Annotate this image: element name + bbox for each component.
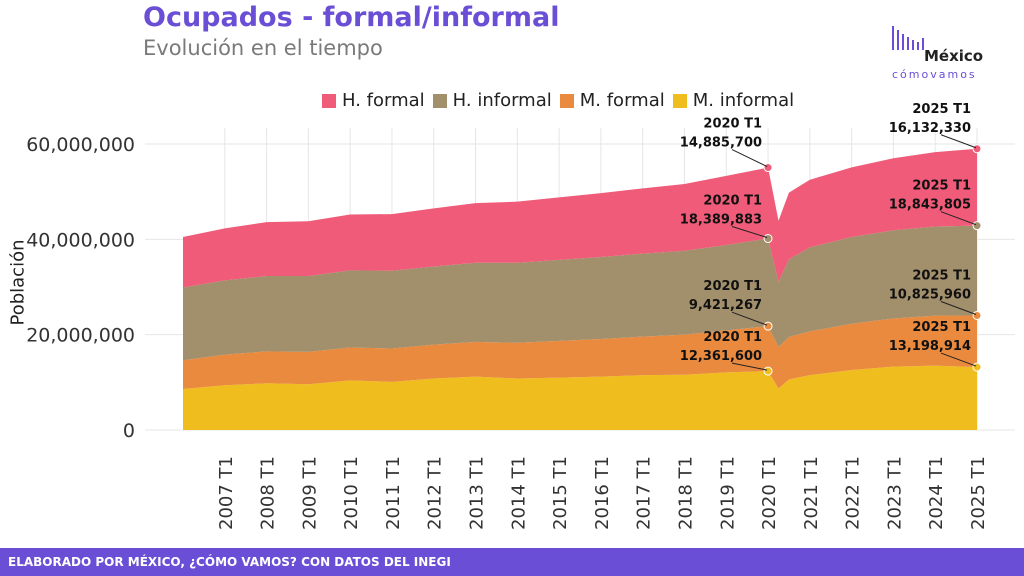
y-tick-label: 40,000,000 <box>26 229 135 251</box>
chart-subtitle: Evolución en el tiempo <box>143 36 383 60</box>
legend-label: H. informal <box>452 90 552 111</box>
logo-name: México <box>924 47 984 65</box>
annotation-period: 2025 T1 <box>912 179 971 194</box>
legend-item-h-informal: H. informal <box>432 90 552 111</box>
annotation-point <box>972 144 982 154</box>
annotation-period: 2025 T1 <box>912 320 971 335</box>
annotation-value: 18,843,805 <box>889 198 971 213</box>
annotation-leader <box>940 352 977 367</box>
chart-legend: H. formal H. informal M. formal M. infor… <box>322 90 802 111</box>
x-tick-label: 2016 T1 <box>592 456 613 530</box>
footer-bar: ELABORADO POR MÉXICO, ¿CÓMO VAMOS? CON D… <box>0 548 1024 576</box>
mexico-como-vamos-logo: México cómovamos <box>890 24 1000 84</box>
annotation-period: 2025 T1 <box>912 102 971 117</box>
annotation-leader <box>940 211 977 226</box>
annotation-value: 13,198,914 <box>889 339 971 354</box>
x-tick-label: 2019 T1 <box>717 456 738 530</box>
annotation-leader <box>940 134 977 149</box>
x-tick-label: 2012 T1 <box>425 456 446 530</box>
annotation-value: 18,389,883 <box>680 213 762 228</box>
x-tick-label: 2013 T1 <box>467 456 488 530</box>
x-tick-label: 2020 T1 <box>759 456 780 530</box>
legend-label: M. formal <box>579 90 665 111</box>
x-tick-label: 2007 T1 <box>216 456 237 530</box>
x-tick-label: 2022 T1 <box>843 456 864 530</box>
area-m-informal <box>183 365 977 430</box>
y-tick-label: 60,000,000 <box>26 134 135 156</box>
legend-item-m-formal: M. formal <box>559 90 665 111</box>
annotation-period: 2020 T1 <box>703 279 762 294</box>
legend-label: M. informal <box>692 90 795 111</box>
x-tick-label: 2008 T1 <box>258 456 279 530</box>
annotation-point <box>763 321 773 331</box>
x-tick-label: 2010 T1 <box>341 456 362 530</box>
x-tick-label: 2023 T1 <box>884 456 905 530</box>
x-tick-label: 2014 T1 <box>508 456 529 530</box>
annotation-point <box>763 234 773 244</box>
legend-item-m-informal: M. informal <box>672 90 795 111</box>
logo-tagline: cómovamos <box>892 68 977 81</box>
x-tick-label: 2024 T1 <box>926 456 947 530</box>
annotation-period: 2020 T1 <box>703 117 762 132</box>
annotation-value: 9,421,267 <box>689 298 762 313</box>
footer-source: ELABORADO POR MÉXICO, ¿CÓMO VAMOS? CON D… <box>8 555 451 569</box>
area-m-formal <box>183 315 977 390</box>
annotation-point <box>972 221 982 231</box>
x-tick-label: 2021 T1 <box>801 456 822 530</box>
annotation-leader <box>731 149 768 168</box>
chart-title: Ocupados - formal/informal <box>143 2 560 33</box>
annotation-period: 2020 T1 <box>703 330 762 345</box>
annotation-period: 2025 T1 <box>912 268 971 283</box>
annotation-leader <box>731 362 768 371</box>
annotation-leader <box>731 311 768 326</box>
area-h-informal <box>183 225 977 361</box>
annotation-value: 12,361,600 <box>680 349 762 364</box>
annotation-point <box>763 366 773 376</box>
stacked-area-chart: 0 20,000,000 40,000,000 60,000,000 2007 T1 20… <box>26 102 1015 530</box>
annotation-period: 2020 T1 <box>703 194 762 209</box>
x-tick-label: 2015 T1 <box>550 456 571 530</box>
x-tick-label: 2011 T1 <box>383 456 404 530</box>
annotation-value: 16,132,330 <box>889 121 971 136</box>
annotation-value: 10,825,960 <box>889 287 971 302</box>
area-h-formal <box>183 148 977 288</box>
x-tick-label: 2018 T1 <box>675 456 696 530</box>
annotation-point <box>763 163 773 173</box>
annotation-value: 14,885,700 <box>680 136 762 151</box>
legend-label: H. formal <box>342 90 425 111</box>
annotation-point <box>972 310 982 320</box>
annotation-point <box>972 362 982 372</box>
x-tick-label: 2017 T1 <box>634 456 655 530</box>
legend-item-h-formal: H. formal <box>322 90 425 111</box>
logo-bars-icon <box>890 24 930 50</box>
annotation-leader <box>731 226 768 238</box>
y-tick-label: 0 <box>123 420 135 442</box>
y-tick-label: 20,000,000 <box>26 325 135 347</box>
x-tick-label: 2009 T1 <box>299 456 320 530</box>
annotation-leader <box>940 301 977 315</box>
x-tick-label: 2025 T1 <box>968 456 989 530</box>
